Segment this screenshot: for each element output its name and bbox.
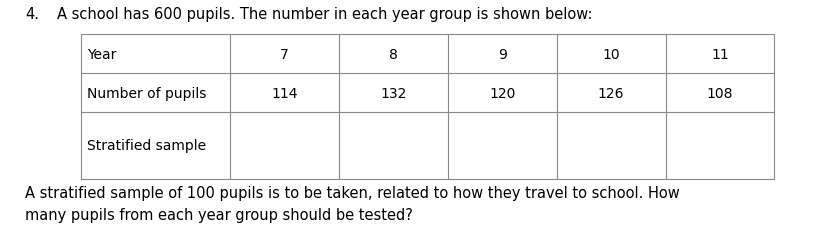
Text: 10: 10 [601,47,619,61]
Text: 120: 120 [489,86,514,100]
Text: Year: Year [87,47,117,61]
Text: 7: 7 [280,47,289,61]
Text: Number of pupils: Number of pupils [87,86,206,100]
Text: A stratified sample of 100 pupils is to be taken, related to how they travel to : A stratified sample of 100 pupils is to … [25,185,679,222]
Text: A school has 600 pupils. The number in each year group is shown below:: A school has 600 pupils. The number in e… [57,7,591,22]
Text: 126: 126 [597,86,624,100]
Text: 9: 9 [497,47,506,61]
Text: Stratified sample: Stratified sample [87,139,206,153]
Text: 8: 8 [389,47,397,61]
Text: 132: 132 [380,86,406,100]
Text: 108: 108 [706,86,733,100]
Text: 11: 11 [710,47,728,61]
Text: 114: 114 [270,86,297,100]
Text: 4.: 4. [25,7,39,22]
